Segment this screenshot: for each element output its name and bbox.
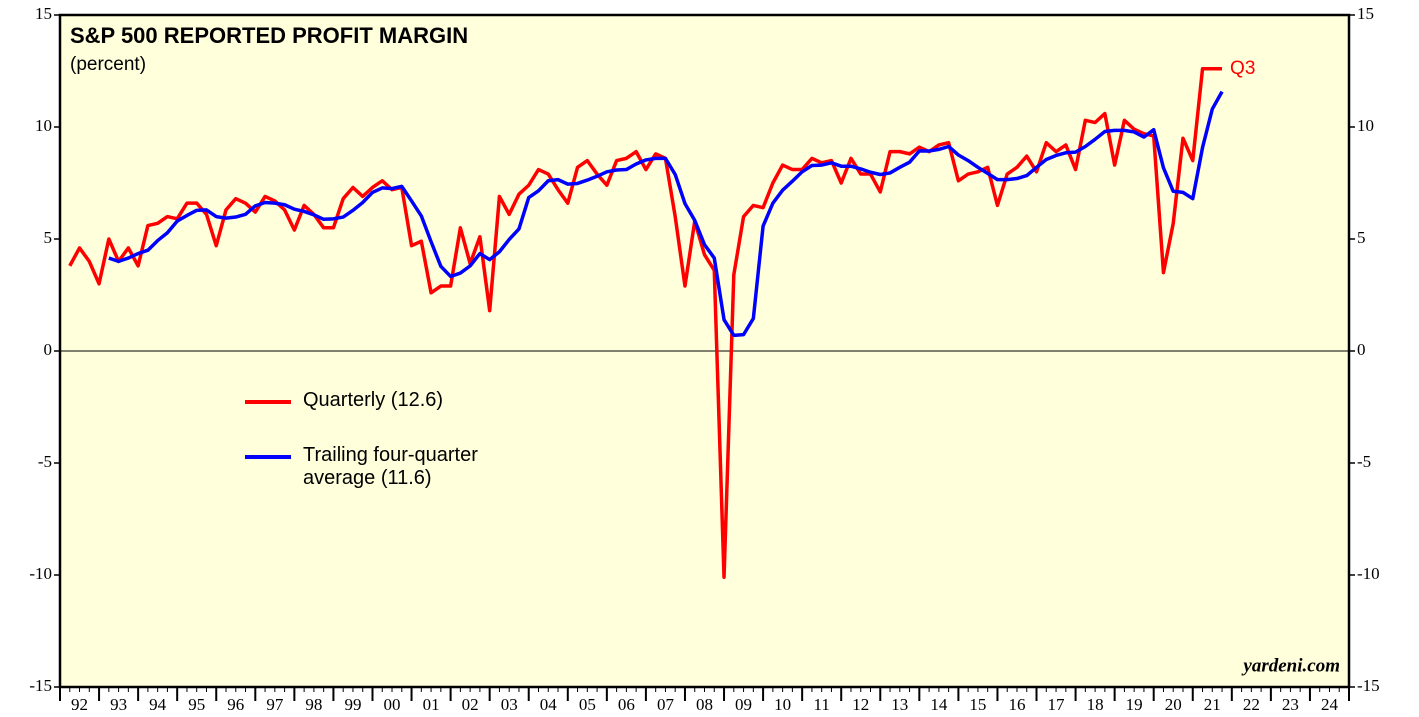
- x-tick-label: 96: [227, 695, 244, 714]
- x-tick-label: 23: [1282, 695, 1299, 714]
- x-tick-label: 21: [1204, 695, 1221, 714]
- y-tick-label: 0: [44, 340, 53, 359]
- chart-title: S&P 500 REPORTED PROFIT MARGIN: [70, 23, 468, 48]
- legend-swatch: [245, 400, 291, 404]
- x-tick-label: 00: [384, 695, 401, 714]
- legend-item: Trailing four-quarter average (11.6): [245, 444, 533, 490]
- legend-label: Trailing four-quarter average (11.6): [303, 444, 478, 489]
- x-tick-label: 04: [540, 695, 558, 714]
- y-tick-label: -10: [29, 564, 52, 583]
- x-tick-label: 09: [735, 695, 752, 714]
- y-tick-label: -15: [29, 676, 52, 695]
- y-tick-label: 15: [35, 4, 52, 23]
- legend-label: Quarterly (12.6): [303, 389, 444, 411]
- x-tick-label: 05: [579, 695, 596, 714]
- y2-tick-label: -5: [1357, 452, 1371, 471]
- x-tick-label: 20: [1165, 695, 1182, 714]
- y-tick-label: 10: [35, 116, 52, 135]
- x-tick-label: 10: [774, 695, 791, 714]
- legend-item: Quarterly (12.6): [245, 389, 533, 412]
- y2-tick-label: -15: [1357, 676, 1380, 695]
- legend-swatch: [245, 455, 291, 459]
- x-tick-label: 15: [969, 695, 986, 714]
- plot-border: [58, 13, 1351, 689]
- y-tick-label: 5: [44, 228, 53, 247]
- x-tick-label: 99: [344, 695, 361, 714]
- x-tick-label: 06: [618, 695, 635, 714]
- series-line: [108, 90, 1224, 338]
- x-tick-label: 11: [813, 695, 829, 714]
- y2-tick-label: 5: [1357, 228, 1366, 247]
- x-tick-label: 07: [657, 695, 675, 714]
- x-tick-label: 19: [1126, 695, 1143, 714]
- x-tick-label: 17: [1048, 695, 1066, 714]
- x-tick-label: 01: [423, 695, 440, 714]
- x-tick-label: 94: [149, 695, 167, 714]
- x-tick-label: 92: [71, 695, 88, 714]
- x-tick-label: 98: [305, 695, 322, 714]
- x-tick-label: 02: [462, 695, 479, 714]
- y2-tick-label: 0: [1357, 340, 1366, 359]
- y2-tick-label: -10: [1357, 564, 1380, 583]
- x-tick-label: 22: [1243, 695, 1260, 714]
- source: yardeni.com: [1241, 655, 1340, 676]
- x-tick-label: 93: [110, 695, 127, 714]
- x-tick-label: 13: [891, 695, 908, 714]
- x-tick-label: 24: [1321, 695, 1339, 714]
- x-tick-label: 97: [266, 695, 284, 714]
- x-tick-label: 14: [930, 695, 948, 714]
- y2-tick-label: 10: [1357, 116, 1374, 135]
- x-tick-label: 08: [696, 695, 713, 714]
- series-line: [68, 67, 1223, 579]
- y2-tick-label: 15: [1357, 4, 1374, 23]
- x-tick-label: 12: [852, 695, 869, 714]
- chart-subtitle: (percent): [70, 54, 146, 75]
- x-tick-label: 95: [188, 695, 205, 714]
- x-tick-label: 03: [501, 695, 518, 714]
- x-tick-label: 16: [1008, 695, 1025, 714]
- x-tick-label: 18: [1087, 695, 1104, 714]
- annotation: Q3: [1230, 58, 1255, 79]
- y-tick-label: -5: [38, 452, 52, 471]
